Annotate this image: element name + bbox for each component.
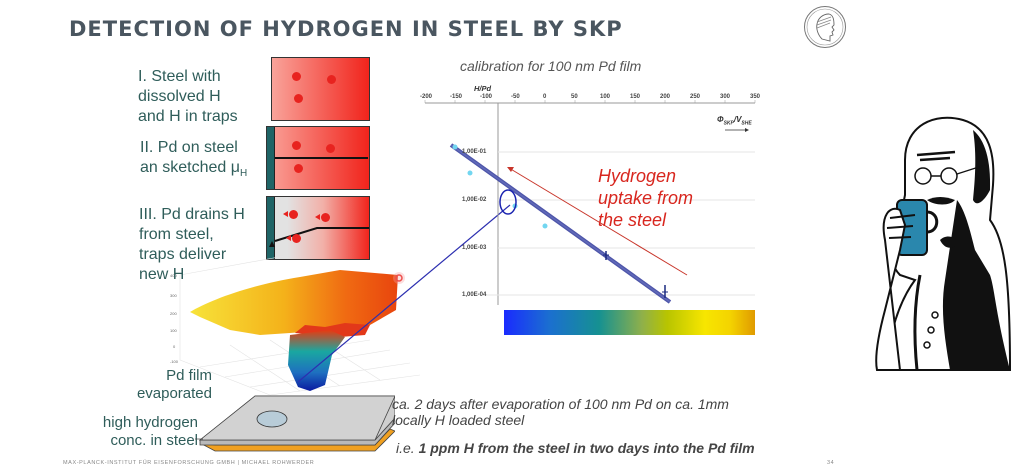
z-tick: -100 bbox=[170, 359, 179, 364]
step-3-line: traps deliver bbox=[139, 246, 227, 263]
slide-title: DETECTION OF HYDROGEN IN STEEL BY SKP bbox=[69, 17, 623, 41]
footer-text: MAX-PLANCK-INSTITUT FÜR EISENFORSCHUNG G… bbox=[63, 460, 315, 466]
hydrogen-dot bbox=[294, 164, 303, 173]
colorbar bbox=[504, 310, 755, 335]
hydrogen-dot bbox=[294, 94, 303, 103]
z-tick: 0 bbox=[173, 344, 176, 349]
minerva-logo-icon bbox=[803, 5, 847, 49]
surface-plot-3d: 400 300 200 100 0 -100 bbox=[170, 254, 430, 405]
x-tick: -150 bbox=[450, 94, 463, 100]
steel-diagram-1 bbox=[271, 57, 370, 121]
x-tick: 50 bbox=[571, 94, 578, 100]
x-axis-label: ΦSKP/VSHE bbox=[717, 115, 752, 127]
step-2-line: an sketched μH bbox=[140, 158, 247, 184]
x-tick: 150 bbox=[630, 94, 641, 100]
potential-profile bbox=[269, 211, 369, 247]
x-tick: -200 bbox=[420, 94, 433, 100]
man-with-mug-illustration bbox=[845, 100, 1015, 375]
step-1-line: and H in traps bbox=[138, 108, 238, 125]
graph-title: calibration for 100 nm Pd film bbox=[460, 58, 642, 74]
steel-diagram-3 bbox=[266, 196, 370, 260]
y-tick: 1,00E-03 bbox=[462, 245, 487, 251]
z-tick: 300 bbox=[170, 293, 177, 298]
step-3-label: III. Pd drains H from steel, traps deliv… bbox=[139, 205, 245, 285]
x-tick: 250 bbox=[690, 94, 701, 100]
steel-plate-diagram bbox=[195, 393, 396, 453]
pd-layer bbox=[267, 197, 275, 259]
z-tick: 100 bbox=[170, 328, 177, 333]
mu-subscript: H bbox=[239, 168, 248, 180]
hydrogen-uptake-annotation: Hydrogen uptake from the steel bbox=[598, 165, 693, 231]
annotation-line: uptake from bbox=[598, 188, 694, 208]
hydrogen-dot bbox=[321, 213, 330, 222]
x-tick: -100 bbox=[480, 94, 493, 100]
step-3-line: III. Pd drains H bbox=[139, 206, 245, 223]
she-subscript: SHE bbox=[741, 120, 752, 127]
step-1-line: dissolved H bbox=[138, 88, 221, 105]
x-tick: 200 bbox=[660, 94, 671, 100]
caption-line: ca. 2 days after evaporation of 100 nm P… bbox=[392, 396, 729, 412]
conclusion-prefix: i.e. bbox=[396, 440, 419, 456]
caption-block: ca. 2 days after evaporation of 100 nm P… bbox=[392, 396, 729, 428]
conclusion-caption: i.e. 1 ppm H from the steel in two days … bbox=[396, 440, 755, 456]
x-tick: 350 bbox=[750, 94, 761, 100]
pd-film-line: evaporated bbox=[136, 385, 212, 402]
conclusion-bold: 1 ppm H from the steel in two days into … bbox=[418, 440, 755, 456]
x-tick: 100 bbox=[600, 94, 611, 100]
pd-layer bbox=[267, 127, 275, 189]
step-2-label: II. Pd on steel an sketched μH bbox=[140, 138, 247, 184]
x-tick: 300 bbox=[720, 94, 731, 100]
step-3-line: new H bbox=[139, 266, 185, 283]
v-symbol: /V bbox=[733, 115, 742, 124]
caption-line: locally H loaded steel bbox=[392, 412, 525, 428]
z-tick: 400 bbox=[170, 273, 177, 278]
step-1-label: I. Steel with dissolved H and H in traps bbox=[138, 67, 238, 127]
skp-subscript: SKP bbox=[723, 120, 734, 127]
hydrogen-dot bbox=[289, 210, 298, 219]
calibration-graph: -200 -150 -100 -50 0 50 100 150 200 250 … bbox=[415, 94, 761, 310]
step-3-line: from steel, bbox=[139, 226, 214, 243]
y-tick: 1,00E-01 bbox=[462, 149, 487, 155]
y-tick: 1,00E-04 bbox=[462, 292, 487, 298]
page-number: 34 bbox=[827, 460, 835, 466]
hydrogen-dot bbox=[292, 234, 301, 243]
x-tick: 0 bbox=[543, 94, 547, 100]
pd-film-label: Pd film evaporated bbox=[130, 367, 212, 403]
hydrogen-dot bbox=[292, 141, 301, 150]
step-2-line: II. Pd on steel bbox=[140, 139, 238, 156]
y-axis-label: H/Pd bbox=[474, 84, 492, 93]
high-h-line: high hydrogen bbox=[102, 414, 198, 431]
x-tick: -50 bbox=[511, 94, 520, 100]
steel-diagram-2 bbox=[266, 126, 370, 190]
y-tick: 1,00E-02 bbox=[462, 197, 487, 203]
high-h-line: conc. in steel bbox=[110, 432, 198, 449]
z-tick: 200 bbox=[170, 311, 177, 316]
connector-line bbox=[297, 204, 511, 383]
hydrogen-dot bbox=[326, 144, 335, 153]
step-1-line: I. Steel with bbox=[138, 68, 221, 85]
pd-film-line: Pd film bbox=[166, 367, 212, 384]
phi-symbol: Φ bbox=[717, 115, 724, 124]
hydrogen-dot bbox=[327, 75, 336, 84]
hydrogen-dot bbox=[292, 72, 301, 81]
high-hydrogen-label: high hydrogen conc. in steel bbox=[100, 414, 198, 450]
step-2-text: an sketched μ bbox=[140, 159, 240, 176]
annotation-line: Hydrogen bbox=[598, 166, 677, 186]
potential-line bbox=[275, 157, 368, 159]
annotation-line: the steel bbox=[598, 210, 667, 230]
